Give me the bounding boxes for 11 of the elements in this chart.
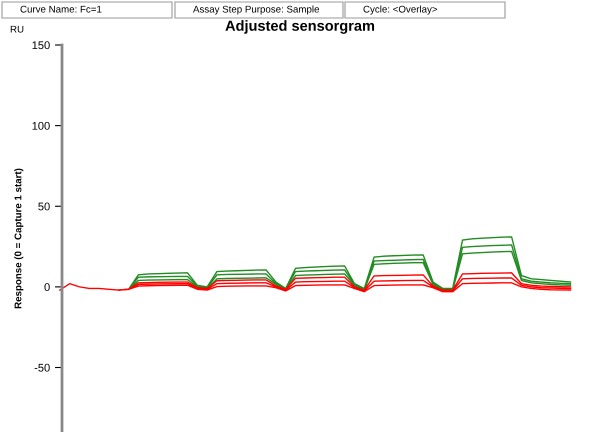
text: Curve Name: Fc=1 xyxy=(20,6,102,13)
text: RU xyxy=(10,26,24,33)
text: Cycle: <Overlay> xyxy=(363,5,438,15)
chart-title: Adjusted sensorgram xyxy=(225,20,374,34)
y-tick-label: 50 xyxy=(38,202,50,210)
y-tick-label: 150 xyxy=(32,41,50,50)
y-tick-label: 100 xyxy=(32,122,50,130)
y-tick-label: 0 xyxy=(44,283,50,292)
text: Assay Step Purpose: Sample xyxy=(193,5,320,15)
y-tick-label: -50 xyxy=(34,364,50,372)
y-axis-title: Response (0 = Capture 1 start) xyxy=(14,168,24,308)
